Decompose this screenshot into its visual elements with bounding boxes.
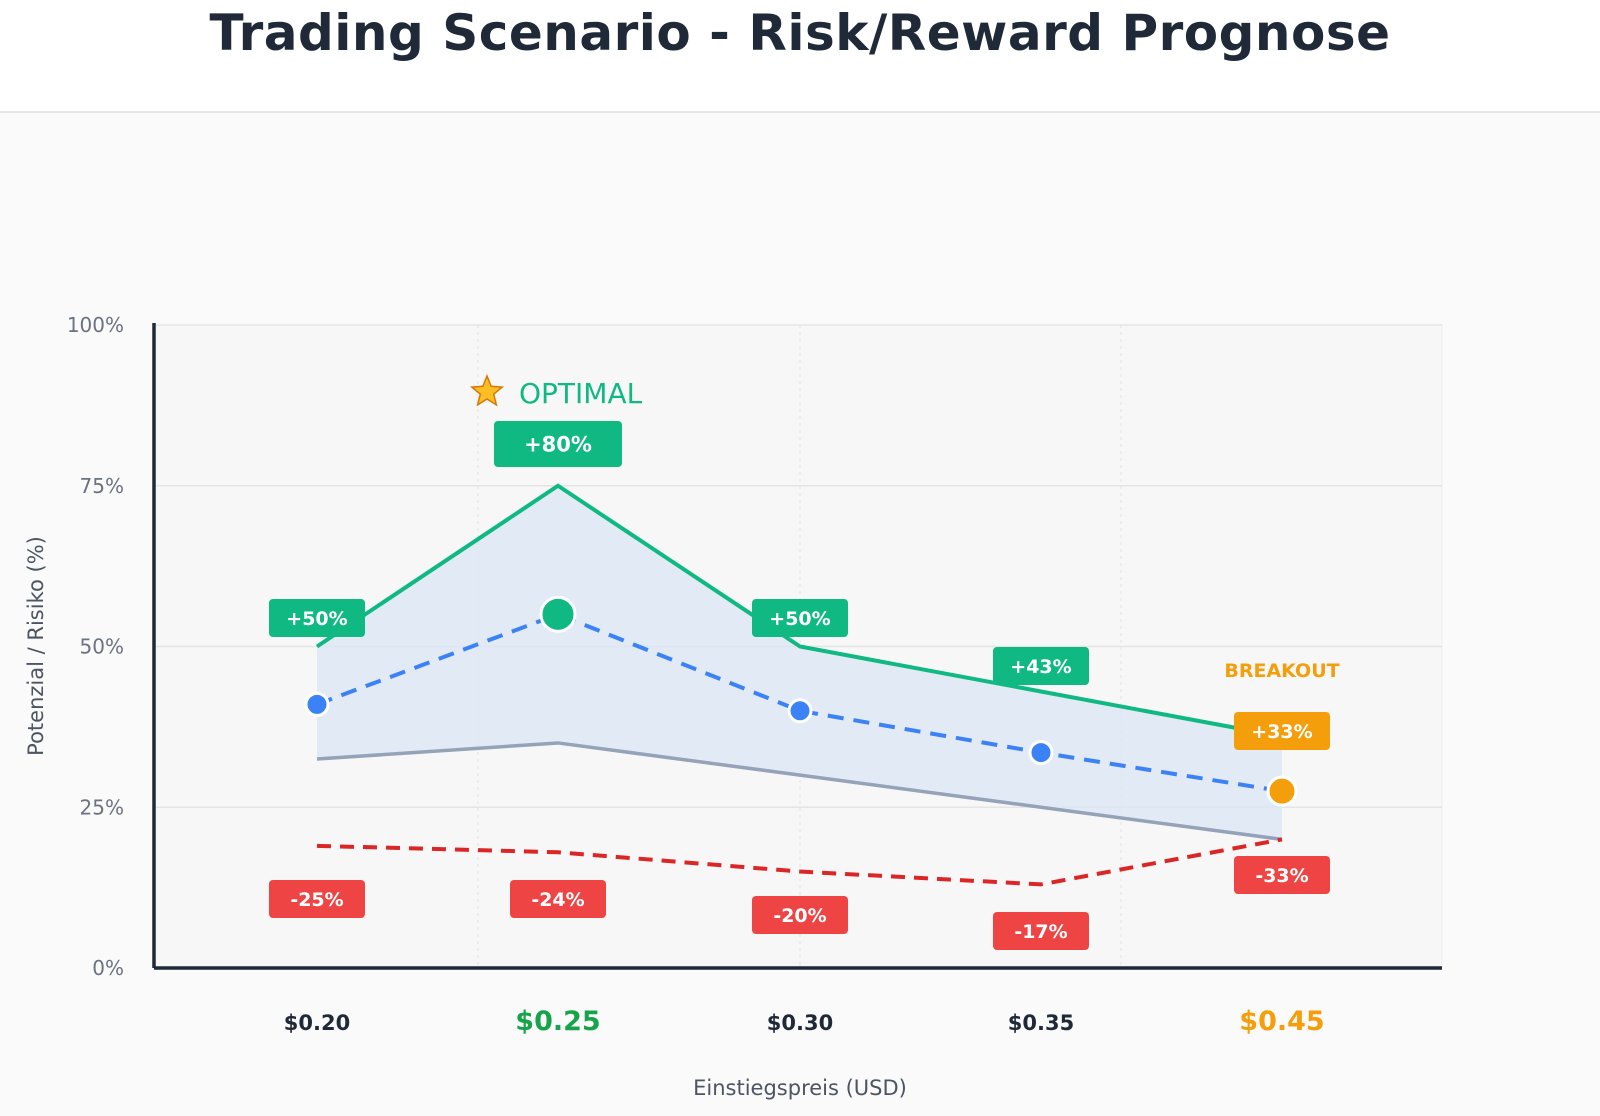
page-title: Trading Scenario - Risk/Reward Prognose (209, 4, 1391, 62)
y-tick-label: 0% (92, 956, 124, 980)
risk-badge-background (993, 912, 1089, 950)
risk-reward-chart: 0% 25% 50% 75% 100% +50% +80% +50% +43% +33% -25% -… (24, 313, 1443, 1100)
risk-badge-background (1234, 856, 1330, 894)
reward-badge: +33% (1251, 721, 1312, 743)
risk-badge-background (269, 880, 365, 918)
lower-bound-line (316, 741, 1283, 842)
reward-badge: +43% (1010, 656, 1071, 678)
x-tick-label: $0.30 (767, 1011, 833, 1035)
reward-badge-background (269, 599, 365, 637)
risk-badge-background (752, 896, 848, 934)
reward-badge-background (494, 421, 622, 467)
risk-badge: -25% (290, 889, 343, 911)
reward-badge: +80% (524, 433, 592, 457)
reward-badge-background (752, 599, 848, 637)
expected-point-marker (787, 698, 813, 724)
risk-badge: -20% (773, 905, 826, 927)
y-tick-label: 75% (80, 474, 124, 498)
chart-area: 0% 25% 50% 75% 100% +50% +80% +50% +43% +33% -25% -… (0, 113, 1600, 1111)
y-axis-title: Potenzial / Risiko (%) (24, 536, 48, 756)
x-tick-label: $0.25 (515, 1006, 600, 1037)
reward-badge: +50% (286, 608, 347, 630)
x-axis-title: Einstiegspreis (USD) (693, 1076, 907, 1100)
risk-badge-background (510, 880, 606, 918)
risk-badge: -24% (531, 889, 584, 911)
x-tick-label: $0.45 (1239, 1006, 1324, 1037)
header-bar: Trading Scenario - Risk/Reward Prognose (0, 0, 1600, 113)
risk-dashed-line (316, 837, 1283, 887)
risk-badge: -33% (1255, 865, 1308, 887)
x-tick-label: $0.35 (1008, 1011, 1074, 1035)
x-tick-label: $0.20 (284, 1011, 350, 1035)
expected-point-marker (1266, 775, 1298, 807)
star-icon (469, 373, 505, 407)
reward-badge: +50% (769, 608, 830, 630)
optimal-annotation: OPTIMAL (519, 377, 643, 410)
expected-dashed-line (316, 612, 1283, 794)
expected-point-marker (304, 691, 330, 717)
y-tick-label: 50% (80, 635, 124, 659)
breakout-annotation: BREAKOUT (1224, 660, 1339, 682)
expected-point-marker (1028, 740, 1054, 766)
reward-badge-background (1234, 712, 1330, 750)
y-tick-label: 100% (67, 313, 124, 337)
expected-point-marker (539, 595, 577, 633)
upper-reward-line (315, 483, 1283, 739)
y-tick-label: 25% (80, 795, 124, 819)
risk-badge: -17% (1014, 921, 1067, 943)
reward-badge-background (993, 647, 1089, 685)
